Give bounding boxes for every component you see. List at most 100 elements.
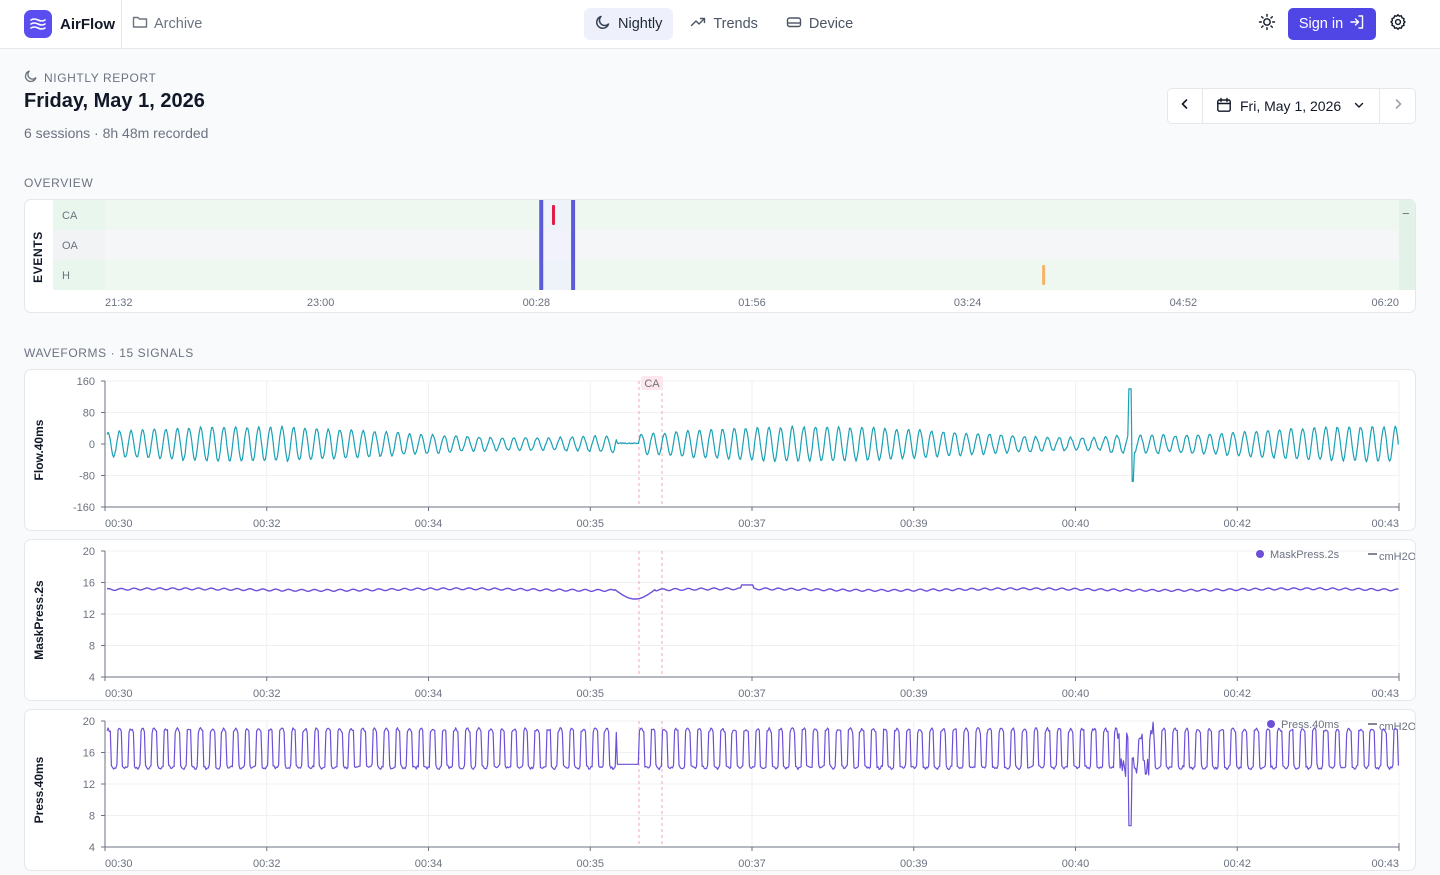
date-select-button[interactable]: Fri, May 1, 2026 [1203,89,1380,123]
x-tick-label: 00:32 [253,688,281,700]
moon-icon [595,14,611,34]
y-tick-label: 0 [89,439,95,451]
x-tick-label: 00:30 [105,688,133,700]
airflow-logo-icon [24,10,52,38]
x-tick-label: 00:30 [105,858,133,870]
x-tick-label: 00:34 [415,858,443,870]
chevron-left-icon [1178,97,1192,116]
archive-link[interactable]: Archive [132,14,202,34]
legend-swatch [1256,550,1264,558]
date-value: Fri, May 1, 2026 [1240,98,1342,114]
calendar-icon [1216,97,1232,116]
x-tick-label: 00:43 [1371,688,1399,700]
overview-axis-title: EVENTS [31,231,45,283]
y-tick-label: 80 [83,408,95,420]
x-tick-label: 00:40 [1062,518,1090,530]
legend-unit-label: cmH2O [1379,551,1416,563]
x-tick-label: 00:35 [576,688,604,700]
tab-device[interactable]: Device [775,8,864,40]
x-tick-label: 00:40 [1062,858,1090,870]
report-label: NIGHTLY REPORT [24,69,156,86]
sun-icon [1258,13,1276,36]
legend-swatch [1267,720,1275,728]
x-tick-label: 00:37 [738,518,766,530]
overview-row-label: OA [62,240,79,252]
y-tick-label: 4 [89,842,95,854]
y-tick-label: -160 [73,502,95,514]
overview-label: OVERVIEW [24,176,94,190]
previous-day-button[interactable] [1168,89,1203,123]
overview-tick-label: 06:20 [1371,297,1399,309]
y-tick-label: 16 [83,578,95,590]
x-tick-label: 00:40 [1062,688,1090,700]
flow-chart[interactable]: 160 80 0 -80 -160 00:30 00:32 00:34 00:35 00:37 00… [25,370,1416,531]
y-tick-label: 12 [83,779,95,791]
y-tick-label: 160 [77,376,95,388]
x-tick-label: 00:39 [900,858,928,870]
x-tick-label: 00:34 [415,688,443,700]
selection-handle-end [571,200,576,290]
pressure-chart[interactable]: 20 16 12 8 4 00:30 00:32 00:34 00:35 00:37 00:39 00… [25,710,1416,871]
x-tick-label: 00:30 [105,518,133,530]
overview-row-label: CA [62,210,78,222]
overview-chart[interactable]: EVENTS CA OA H − 21:32 23:00 00:28 01:56 03:24 04:… [25,200,1416,313]
x-tick-label: 00:42 [1223,518,1251,530]
overview-card: EVENTS CA OA H − 21:32 23:00 00:28 01:56 03:24 04:… [24,199,1416,313]
y-tick-label: 4 [89,672,95,684]
waveforms-label: WAVEFORMS · 15 SIGNALS [24,346,194,360]
page-title: Friday, May 1, 2026 [24,90,205,112]
x-tick-label: 00:39 [900,688,928,700]
overview-tick-label: 04:52 [1170,297,1198,309]
x-tick-label: 00:43 [1371,518,1399,530]
x-tick-label: 00:35 [576,858,604,870]
row-band-ca-plot [105,200,1415,230]
selection-handle-start [539,200,544,290]
next-day-button[interactable] [1380,89,1415,123]
tab-trends[interactable]: Trends [679,8,769,40]
legend-series-label: Press.40ms [1281,719,1340,731]
report-subtitle: 6 sessions · 8h 48m recorded [24,125,209,141]
y-axis-title: MaskPress.2s [32,580,46,660]
x-tick-label: 00:34 [415,518,443,530]
y-tick-label: -80 [79,471,95,483]
event-tag-label: CA [644,378,660,390]
mask-pressure-chart[interactable]: 20 16 12 8 4 00:30 00:32 00:34 00:35 00:37 00:39 00… [25,540,1416,701]
x-tick-label: 00:43 [1371,858,1399,870]
y-tick-label: 8 [89,641,95,653]
event-marker-h [1042,265,1046,285]
folder-icon [132,14,148,34]
row-band-h-plot [105,260,1415,290]
settings-button[interactable] [1386,12,1410,36]
y-tick-label: 8 [89,811,95,823]
date-picker: Fri, May 1, 2026 [1167,88,1416,124]
y-axis-title: Flow.40ms [32,419,46,480]
tab-device-label: Device [808,16,854,32]
y-tick-label: 20 [83,546,95,558]
log-in-icon [1349,14,1365,34]
series-line [106,721,1399,827]
tab-nightly[interactable]: Nightly [584,8,674,40]
series-line [106,388,1399,482]
legend-unit-label: cmH2O [1379,721,1416,733]
collapse-icon: − [1402,206,1410,221]
brand[interactable]: AirFlow [24,10,115,38]
overview-tick-label: 03:24 [954,297,982,309]
tab-nightly-label: Nightly [618,16,663,32]
y-tick-label: 16 [83,748,95,760]
selection-window [541,200,574,290]
overview-tick-label: 21:32 [105,297,133,309]
y-tick-label: 20 [83,716,95,728]
pressure-chart-card: 20 16 12 8 4 00:30 00:32 00:34 00:35 00:37 00:39 00… [24,709,1416,871]
archive-label: Archive [154,16,203,32]
sign-in-button[interactable]: Sign in [1288,8,1376,40]
trending-up-icon [690,14,706,34]
overview-tick-label: 00:28 [523,297,551,309]
event-marker-ca [551,205,555,225]
event-tag-background [641,376,663,390]
theme-toggle-button[interactable] [1255,12,1279,36]
mask-pressure-chart-card: 20 16 12 8 4 00:30 00:32 00:34 00:35 00:37 00:39 00… [24,539,1416,701]
y-tick-label: 12 [83,609,95,621]
flow-chart-card: 160 80 0 -80 -160 00:30 00:32 00:34 00:35 00:37 00… [24,369,1416,531]
overview-tick-label: 23:00 [307,297,335,309]
device-icon [786,14,802,34]
